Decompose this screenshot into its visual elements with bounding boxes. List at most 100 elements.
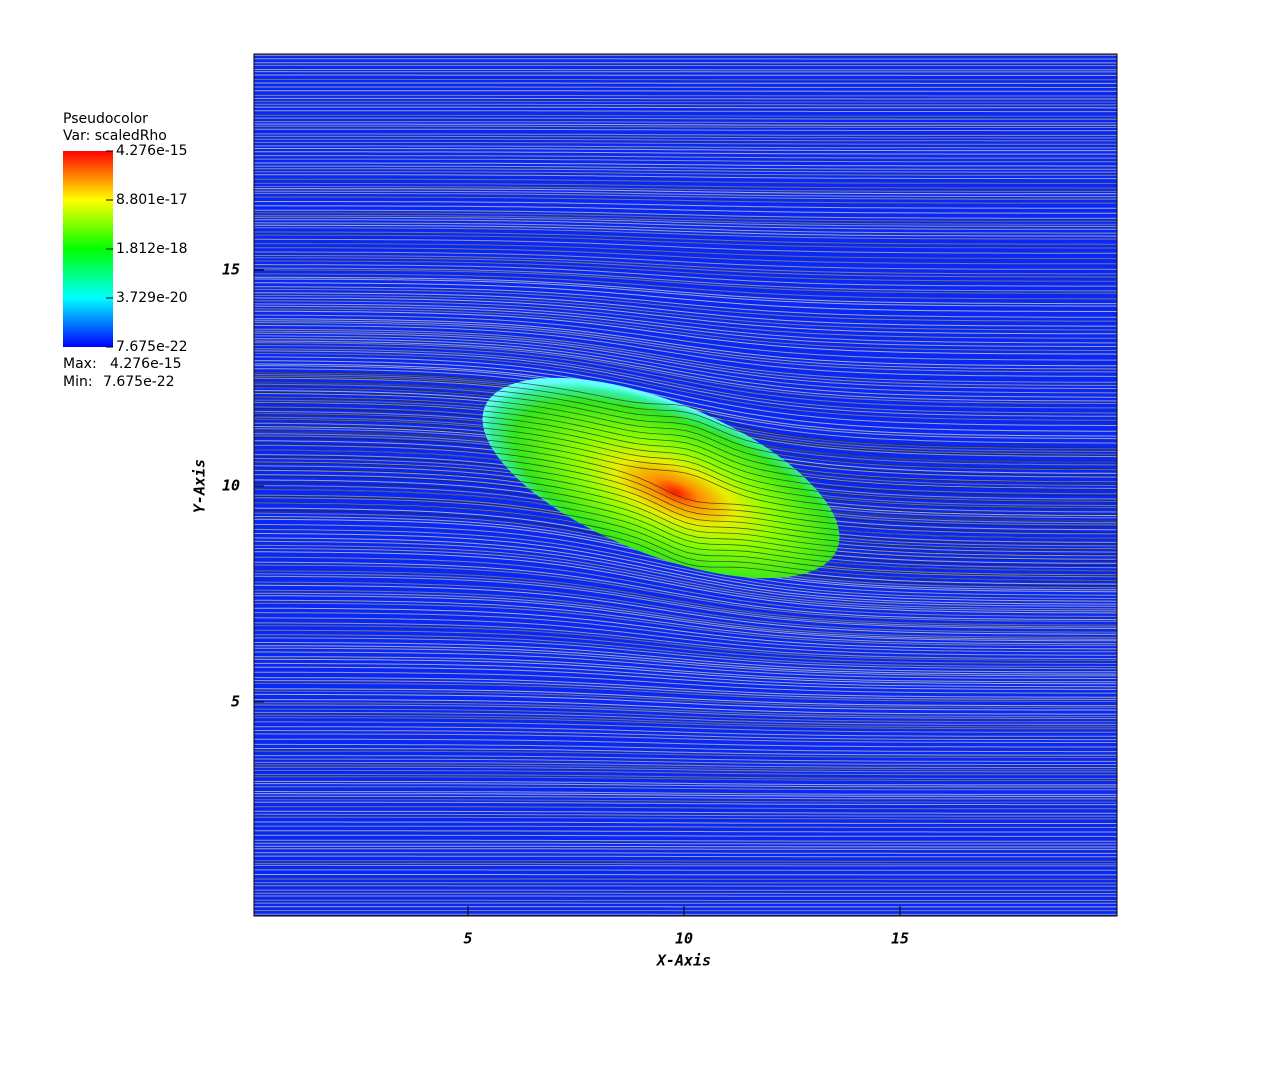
streamline [254,774,1117,779]
streamline [254,634,1117,667]
colorbar-tick-label: 7.675e-22 [116,339,188,355]
streamline [254,267,1117,292]
streamline [254,224,1117,237]
streamline [254,212,1117,222]
streamline [254,690,1117,709]
streamline [254,392,1117,477]
streamline [254,276,1117,305]
streamline [254,848,1117,850]
streamline [254,750,1117,758]
streamline [254,330,1117,386]
streamline [254,308,1117,351]
streamline [254,671,1117,694]
streamline [254,743,1117,753]
streamline [254,345,1117,409]
streamline [254,168,1117,173]
streamline [254,216,1117,227]
streamline [254,90,1117,92]
streamline [254,151,1117,155]
streamline [254,830,1117,833]
streamline [254,475,1117,561]
streamline [254,544,1117,610]
streamline [254,123,1117,126]
streamline [254,776,1117,782]
streamline [254,862,1117,865]
streamline [254,273,1117,300]
streamline [254,758,1117,765]
streamline [254,300,1117,339]
colorbar-tick-label: 8.801e-17 [116,192,188,208]
streamline [254,839,1117,842]
streamline [254,264,1117,287]
streamline [254,214,1117,225]
streamline [254,733,1117,743]
streamline [254,589,1117,638]
streamline [254,350,1117,417]
y-tick-label: 5 [231,693,240,711]
streamline [254,338,1117,398]
streamline [254,637,1117,670]
streamline [254,227,1117,240]
streamline [254,97,1117,100]
streamline [254,356,1117,426]
streamline [254,860,1117,862]
streamline [254,201,1117,209]
colorbar-tick-label: 4.276e-15 [116,143,188,159]
streamline [254,138,1117,142]
streamline [254,155,1117,159]
streamline [254,842,1117,845]
streamline [254,793,1117,797]
streamline [254,135,1117,139]
streamline [254,332,1117,389]
streamline [254,855,1117,858]
streamline [254,238,1117,254]
streamline [254,114,1117,117]
streamline [254,677,1117,698]
streamline [254,251,1117,270]
streamline [254,292,1117,327]
streamline [254,581,1117,633]
streamline [254,537,1117,605]
streamline [254,738,1117,748]
streamline [254,141,1117,145]
legend-variable: Var: scaledRho [63,128,167,144]
streamline [254,100,1117,103]
streamline [254,761,1117,768]
streamline [254,693,1117,711]
streamline [254,243,1117,260]
streamline [254,328,1117,383]
streamline [254,748,1117,756]
streamline [254,348,1117,414]
x-tick-label: 5 [463,930,472,948]
streamline [254,845,1117,848]
streamline [254,209,1117,219]
streamline [254,94,1117,97]
streamline [254,575,1117,629]
streamline [254,462,1117,550]
legend-max: 4.276e-15 [110,356,182,372]
colorbar [63,151,113,347]
streamline [254,852,1117,854]
streamline [254,708,1117,723]
streamline [254,437,1117,528]
streamline [254,533,1117,602]
streamline [254,730,1117,741]
legend-max-label: Max: [63,356,97,372]
streamline [254,711,1117,725]
streamline [254,714,1117,728]
streamline [254,190,1117,198]
streamline [254,556,1117,617]
streamline [254,548,1117,612]
streamline [254,117,1117,120]
streamline [254,310,1117,355]
streamline [254,564,1117,622]
streamline [254,617,1117,656]
streamline [254,182,1117,189]
streamline [254,269,1117,294]
streamline [254,219,1117,230]
density-blob [482,377,840,579]
streamline [254,726,1117,737]
streamline [254,324,1117,377]
streamline [254,278,1117,307]
streamline [254,419,1117,509]
